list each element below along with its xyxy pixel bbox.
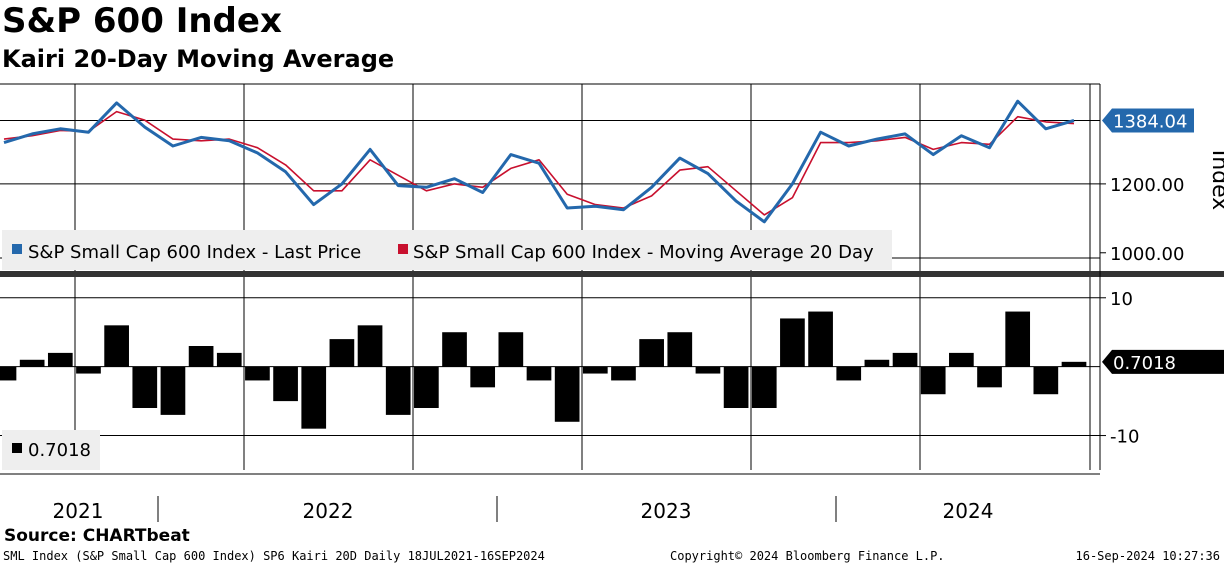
- moving-average-line: [3, 110, 1075, 216]
- oscillator-bar: [808, 311, 833, 367]
- oscillator-bar: [76, 366, 101, 374]
- bottom-ytick-label: 10: [1110, 289, 1133, 310]
- oscillator-bar: [864, 359, 890, 367]
- oscillator-bar: [414, 366, 439, 408]
- chart-subtitle: Kairi 20-Day Moving Average: [2, 45, 395, 73]
- footer-timestamp: 16-Sep-2024 10:27:36: [1075, 549, 1221, 563]
- price-line: [3, 99, 1075, 224]
- oscillator-bar: [301, 366, 327, 429]
- oscillator-bar: [892, 352, 918, 367]
- oscillator-bar: [245, 366, 270, 381]
- oscillator-bar: [1033, 366, 1059, 395]
- oscillator-bar: [1005, 311, 1031, 367]
- oscillator-bar: [188, 346, 214, 367]
- oscillator-bar: [19, 359, 45, 367]
- legend-swatch-ma: [398, 244, 408, 254]
- top-axis-title: Index: [1207, 150, 1224, 211]
- oscillator-bar: [1061, 361, 1087, 367]
- oscillator-bar: [132, 366, 158, 408]
- oscillator-bar: [160, 366, 186, 415]
- legend-swatch-bars: [12, 443, 22, 453]
- oscillator-bar: [216, 352, 242, 367]
- footer-ticker-info: SML Index (S&P Small Cap 600 Index) SP6 …: [3, 549, 545, 563]
- oscillator-bar: [442, 332, 467, 367]
- oscillator-bar: [920, 366, 946, 395]
- oscillator-bar: [949, 352, 974, 367]
- oscillator-bar: [498, 332, 524, 367]
- top-ytick-label: 1200.00: [1110, 175, 1184, 196]
- oscillator-bar: [639, 339, 664, 367]
- last-price-label: 1384.04: [1113, 112, 1187, 133]
- x-axis-year-label: 2022: [303, 499, 354, 523]
- oscillator-bar: [470, 366, 496, 388]
- chart-title: S&P 600 Index: [2, 1, 282, 41]
- last-bar-label: 0.7018: [1113, 353, 1176, 374]
- last-price-tag: [1102, 108, 1194, 133]
- oscillator-bar: [526, 366, 552, 381]
- oscillator-bar: [723, 366, 749, 408]
- oscillator-bar: [385, 366, 411, 415]
- bottom-ytick-label: -10: [1110, 427, 1139, 448]
- top-ytick-label: 1000.00: [1110, 244, 1184, 265]
- oscillator-bar: [357, 325, 383, 367]
- oscillator-bar: [977, 366, 1002, 388]
- last-bar-tag: [1102, 349, 1224, 374]
- oscillator-bar: [47, 352, 73, 367]
- x-axis-year-label: 2024: [943, 499, 994, 523]
- x-axis-year-label: 2021: [53, 499, 104, 523]
- oscillator-bar: [104, 325, 129, 367]
- oscillator-bar: [780, 318, 805, 367]
- oscillator-bar: [836, 366, 862, 381]
- legend-label-bars: 0.7018: [28, 440, 91, 461]
- oscillator-bar: [751, 366, 777, 408]
- legend-label-ma: S&P Small Cap 600 Index - Moving Average…: [413, 242, 874, 263]
- oscillator-bar: [695, 366, 721, 374]
- top-legend-box: [2, 230, 892, 270]
- legend-label-price: S&P Small Cap 600 Index - Last Price: [28, 242, 361, 263]
- x-axis-year-label: 2023: [641, 499, 692, 523]
- oscillator-bar: [329, 339, 355, 367]
- oscillator-bar: [611, 366, 636, 381]
- panel-separator: [0, 271, 1224, 277]
- oscillator-bar: [0, 366, 17, 381]
- oscillator-bar: [554, 366, 580, 422]
- footer-copyright: Copyright© 2024 Bloomberg Finance L.P.: [670, 549, 945, 563]
- oscillator-bar: [582, 366, 608, 374]
- source-note: Source: CHARTbeat: [4, 526, 190, 546]
- legend-swatch-price: [12, 244, 22, 254]
- oscillator-bar: [667, 332, 693, 367]
- oscillator-bar: [273, 366, 298, 402]
